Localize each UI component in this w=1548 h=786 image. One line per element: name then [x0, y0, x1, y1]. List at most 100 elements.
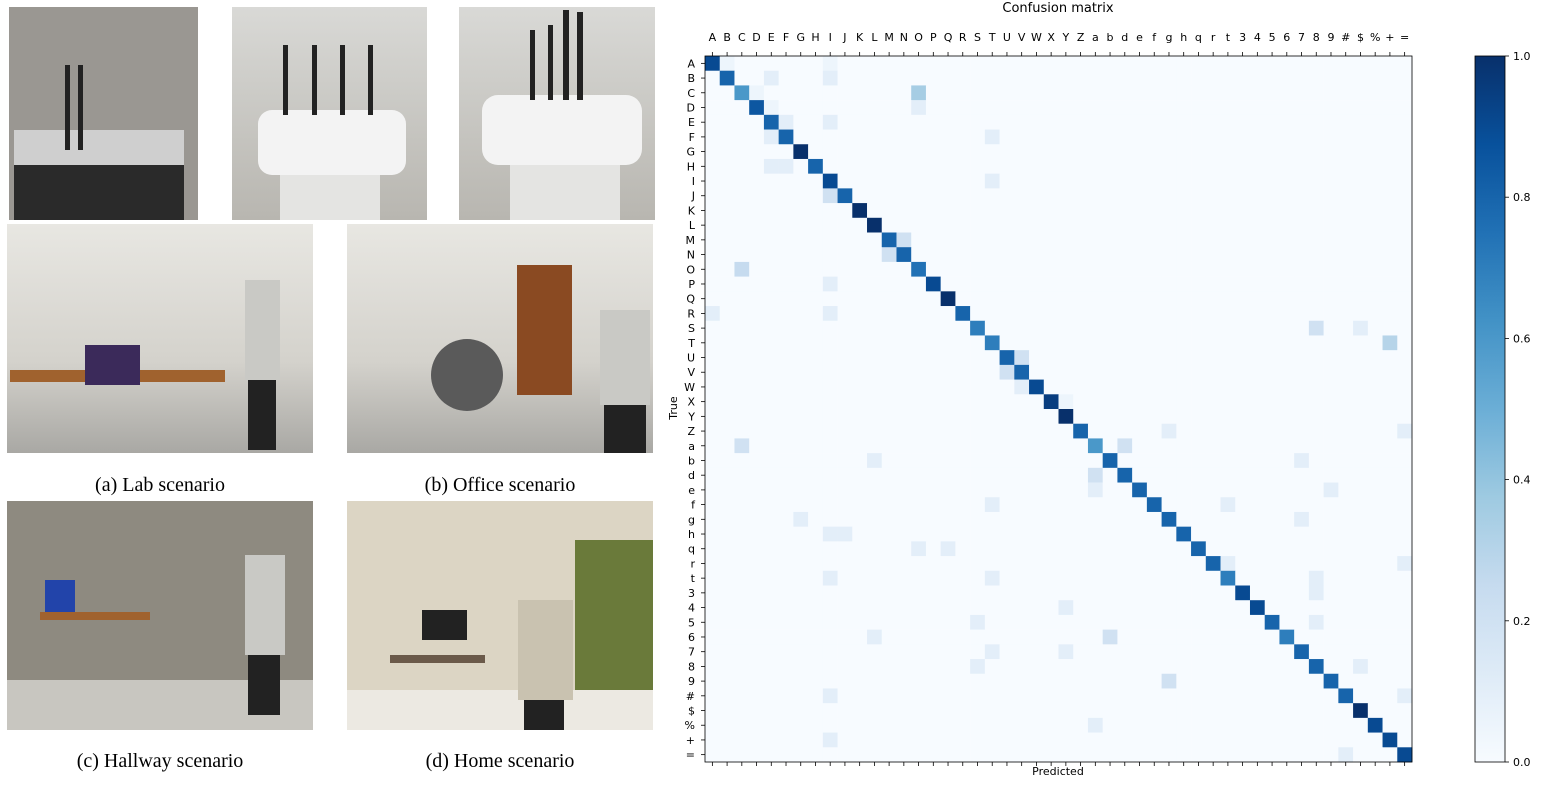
cell [1308, 511, 1324, 527]
cell [734, 688, 750, 704]
cell [763, 144, 779, 160]
cell [734, 526, 750, 542]
cell [1102, 409, 1118, 425]
cell [1132, 570, 1148, 586]
cell [896, 276, 912, 292]
cell [1014, 717, 1030, 733]
cell [793, 379, 809, 395]
cell [940, 261, 956, 277]
cell [970, 203, 986, 219]
cell [970, 423, 986, 439]
cell [793, 335, 809, 351]
cell [778, 673, 794, 689]
cell [911, 158, 927, 174]
cell [1353, 438, 1369, 454]
cell [1161, 247, 1177, 263]
cell [1102, 423, 1118, 439]
cell [1235, 85, 1251, 101]
cell [1220, 100, 1236, 116]
cell [1161, 100, 1177, 116]
cell [1014, 173, 1030, 189]
cell [867, 570, 883, 586]
cell [1279, 570, 1295, 586]
cell [1279, 629, 1295, 645]
cell [1264, 423, 1280, 439]
cell [1087, 261, 1103, 277]
cell [719, 100, 735, 116]
cell [970, 188, 986, 204]
cell [1338, 232, 1354, 248]
cell [1249, 673, 1266, 689]
cell [1382, 85, 1398, 101]
cell [705, 570, 721, 586]
cell [940, 379, 956, 395]
cell [1294, 614, 1310, 630]
cell [1161, 144, 1177, 160]
cell [925, 659, 941, 675]
cell [1014, 217, 1030, 233]
cell [1294, 526, 1310, 542]
cell [1367, 688, 1383, 704]
cell [970, 335, 986, 351]
cell [1294, 100, 1310, 116]
cell [970, 173, 986, 189]
cell [1249, 350, 1266, 366]
cell [837, 247, 853, 263]
cell [1382, 173, 1398, 189]
cell [1353, 261, 1369, 277]
cell [778, 467, 794, 483]
cell [1058, 129, 1074, 145]
cell [837, 717, 853, 733]
cell [1043, 541, 1059, 557]
cell [808, 614, 824, 630]
cell [1117, 335, 1133, 351]
cell [1132, 409, 1148, 425]
cell [1161, 438, 1177, 454]
cell [955, 732, 971, 748]
cell [1353, 717, 1369, 733]
cell [896, 438, 912, 454]
cell [1161, 70, 1177, 86]
cell [1205, 423, 1221, 439]
cell [1029, 306, 1045, 322]
cell [1117, 232, 1133, 248]
cell [1146, 232, 1162, 248]
cell [1073, 129, 1089, 145]
cell [1205, 541, 1221, 557]
cell [763, 453, 779, 469]
cell [705, 247, 721, 263]
cell [1205, 100, 1221, 116]
cell [808, 56, 824, 72]
colorbar-tick-label: 0.4 [1513, 474, 1531, 487]
cell [940, 644, 956, 660]
cell [984, 409, 1000, 425]
cell [1073, 100, 1089, 116]
cell [1029, 453, 1045, 469]
cell [999, 453, 1015, 469]
cell [970, 541, 986, 557]
cell [940, 203, 956, 219]
cell [970, 644, 986, 660]
cell [1353, 291, 1369, 307]
cell [793, 614, 809, 630]
cell [1087, 114, 1103, 130]
cell [1191, 541, 1207, 557]
cell [1058, 100, 1074, 116]
cell [896, 144, 912, 160]
cell [1220, 364, 1236, 380]
cell [940, 364, 956, 380]
cell [1043, 188, 1059, 204]
cell [940, 409, 956, 425]
cell [999, 511, 1015, 527]
cell [1382, 217, 1398, 233]
cell [837, 158, 853, 174]
cell [911, 70, 927, 86]
cell [896, 673, 912, 689]
cell [808, 688, 824, 704]
cell [734, 188, 750, 204]
cell [970, 688, 986, 704]
cell [1043, 409, 1059, 425]
cell [1279, 364, 1295, 380]
cell [1102, 703, 1118, 719]
cell [911, 335, 927, 351]
